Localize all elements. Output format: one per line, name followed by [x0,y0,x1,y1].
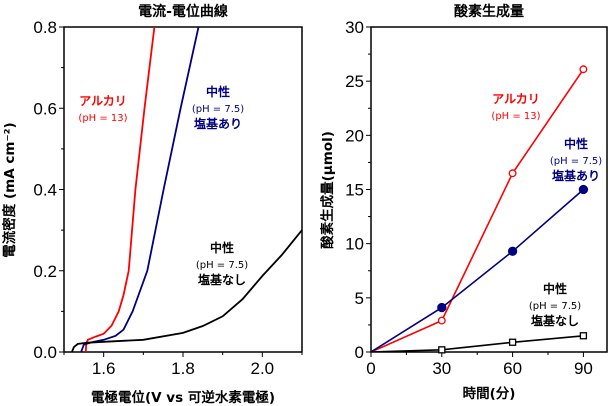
y-tick-label: 25 [345,72,364,91]
x-tick-label: 1.6 [92,359,116,378]
y-tick-label: 5 [355,289,364,308]
data-point [507,246,518,256]
data-point [508,169,517,178]
y-tick-label: 0 [355,343,364,362]
x-tick-label: 30 [432,359,451,378]
data-point [579,332,588,340]
y-tick-label: 0.0 [33,343,57,362]
x-axis-label: 時間(分) [463,385,516,402]
series-annotation: 中性 [543,281,567,296]
y-axis-label: 電流密度 (mA cm⁻²) [1,122,18,257]
series-annotation: 中性 [210,240,234,255]
series-annotation: (pH = 13) [491,111,540,122]
data-point [579,65,588,74]
series-annotation: 中性 [206,84,230,99]
series-line [80,27,200,352]
series-line [71,229,302,352]
y-tick-label: 0.4 [33,181,57,200]
y-tick-label: 15 [345,181,364,200]
series-annotation: アルカリ [492,92,540,106]
chart-title: 酸素生成量 [454,3,524,20]
data-point [578,184,589,195]
series-line [371,188,584,352]
series-line [84,27,156,352]
data-point [437,316,446,325]
series-annotation: 塩基あり [194,116,242,131]
data-point [437,302,447,313]
series-annotation: (pH = 7.5) [196,260,248,271]
data-point [508,338,517,346]
plot-frame [63,26,303,353]
series-annotation: (pH = 7.5) [192,104,244,115]
series-annotation: (pH = 7.5) [550,156,602,167]
y-tick-label: 10 [345,235,364,254]
x-tick-label: 0 [366,359,375,378]
series-line [371,335,584,352]
series-annotation: (pH = 13) [78,113,127,124]
series-annotation: 塩基なし [198,272,246,287]
current-potential-chart: 電流-電位曲線 電極電位(V vs 可逆水素電極) 電流密度 (mA cm⁻²)… [1,3,303,406]
series-annotation: 塩基なし [531,313,579,328]
y-tick-label: 0.2 [33,262,57,281]
x-tick-label: 1.8 [171,359,195,378]
y-tick-label: 0.6 [33,99,57,118]
series-line [371,68,585,352]
oxygen-production-chart: 酸素生成量 時間(分) 酸素生成量(μmol) 0 30 60 90 0 5 10 15 20 2… [319,3,608,402]
x-axis-label: 電極電位(V vs 可逆水素電極) [91,389,275,406]
y-tick-label: 20 [345,126,364,145]
series-annotation: アルカリ [79,94,127,108]
data-point [438,346,446,354]
y-tick-label: 30 [345,18,364,37]
y-tick-label: 0.8 [33,18,57,37]
y-axis-label: 酸素生成量(μmol) [319,131,336,249]
series-annotation: 中性 [564,136,588,151]
chart-title: 電流-電位曲線 [138,3,228,20]
x-tick-label: 90 [574,359,593,378]
series-annotation: (pH = 7.5) [529,301,581,312]
series-annotation: 塩基あり [552,168,600,183]
x-tick-label: 60 [503,359,522,378]
x-tick-label: 2.0 [251,359,275,378]
